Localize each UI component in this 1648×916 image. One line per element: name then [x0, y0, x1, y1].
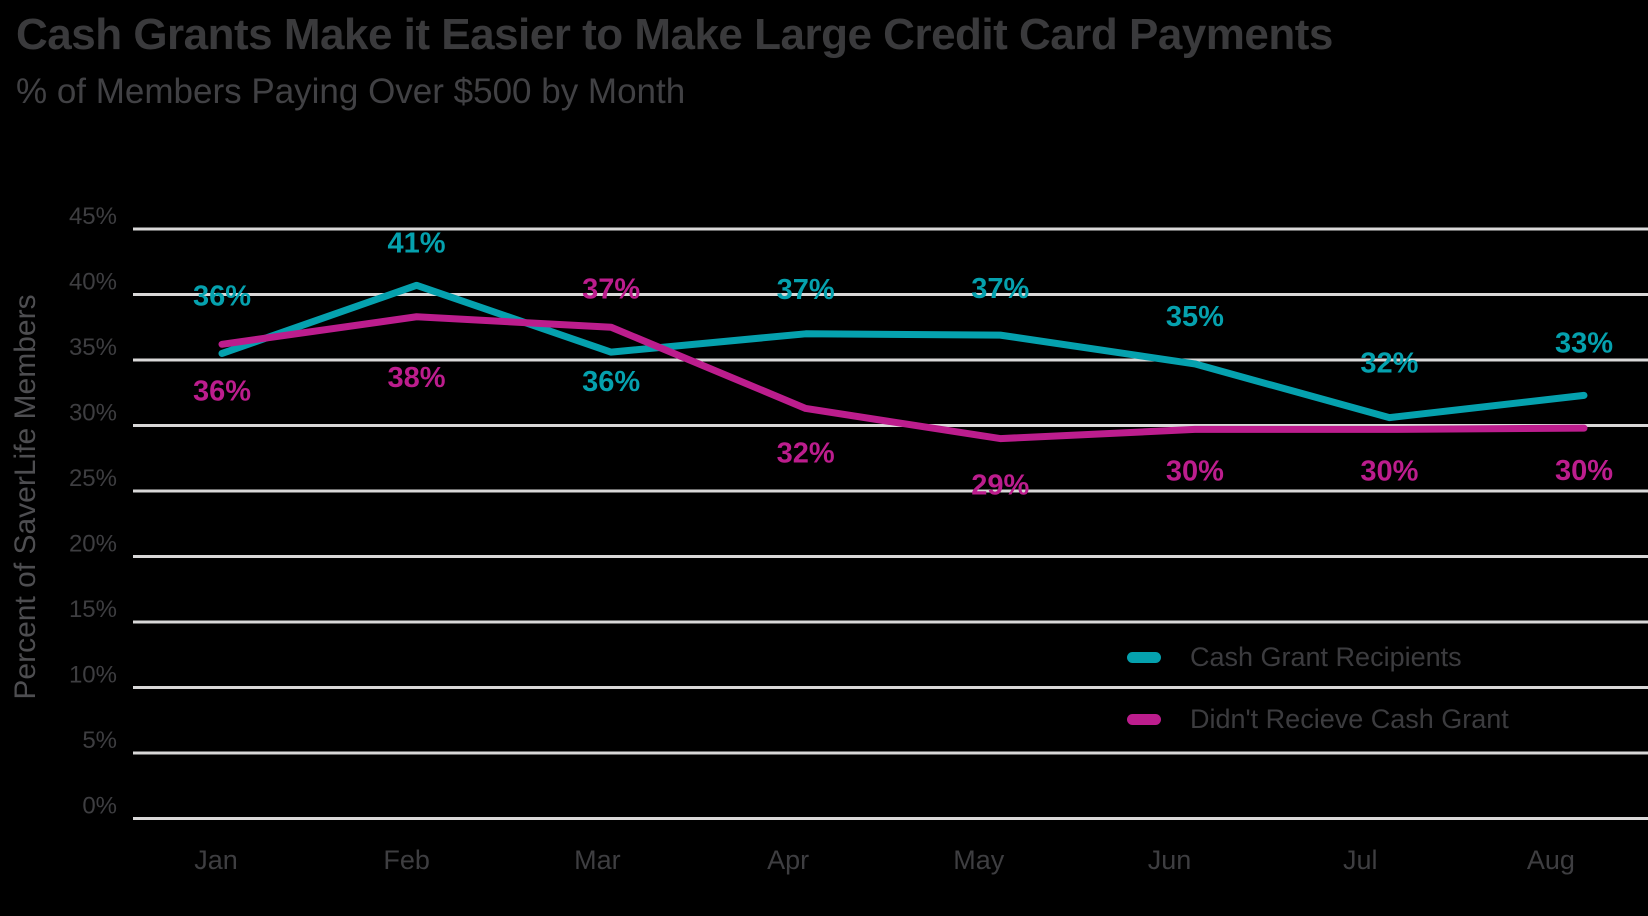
y-tick-label: 20% [69, 531, 117, 558]
data-label-didn-t-recieve-cash-grant: 30% [1555, 455, 1613, 487]
data-label-cash-grant-recipients: 35% [1166, 301, 1224, 333]
y-tick-label: 0% [82, 793, 117, 820]
data-label-cash-grant-recipients: 33% [1555, 327, 1613, 359]
legend-swatch-teal [1127, 651, 1161, 663]
data-label-cash-grant-recipients: 36% [582, 366, 640, 398]
series-line-cash-grant-recipients [218, 281, 1588, 422]
series-line-didn-t-recieve-cash-grant [218, 313, 1588, 443]
legend-item-cash-grant-recipients: Cash Grant Recipients [1127, 641, 1509, 673]
data-label-didn-t-recieve-cash-grant: 32% [777, 437, 835, 469]
y-tick-label: 45% [69, 203, 117, 230]
data-label-didn-t-recieve-cash-grant: 37% [582, 273, 640, 305]
legend-label-cash-grant-recipients: Cash Grant Recipients [1190, 641, 1462, 672]
data-label-cash-grant-recipients: 37% [971, 273, 1029, 305]
data-label-didn-t-recieve-cash-grant: 38% [388, 362, 446, 394]
data-label-cash-grant-recipients: 37% [777, 274, 835, 306]
y-tick-label: 35% [69, 334, 117, 361]
chart-title: Cash Grants Make it Easier to Make Large… [16, 10, 1333, 59]
x-tick-label: Feb [383, 845, 430, 875]
data-label-didn-t-recieve-cash-grant: 30% [1166, 455, 1224, 487]
x-tick-label: Jun [1148, 845, 1192, 875]
chart-subtitle: % of Members Paying Over $500 by Month [16, 72, 686, 111]
data-label-cash-grant-recipients: 41% [388, 227, 446, 259]
legend-swatch-pink [1127, 713, 1161, 725]
x-tick-label: Jul [1343, 845, 1378, 875]
y-tick-label: 25% [69, 465, 117, 492]
legend-item-didnt-recieve-cash-grant: Didn't Recieve Cash Grant [1127, 703, 1509, 735]
data-label-cash-grant-recipients: 36% [193, 280, 251, 312]
data-label-didn-t-recieve-cash-grant: 29% [971, 470, 1029, 502]
y-tick-label: 15% [69, 596, 117, 623]
x-tick-label: Jan [194, 845, 238, 875]
x-tick-label: May [953, 845, 1005, 875]
y-tick-label: 5% [82, 727, 117, 754]
data-label-cash-grant-recipients: 32% [1360, 348, 1418, 380]
y-tick-label: 30% [69, 400, 117, 427]
legend-label-didnt-recieve-cash-grant: Didn't Recieve Cash Grant [1190, 703, 1509, 734]
y-tick-label: 10% [69, 662, 117, 689]
y-tick-label: 40% [69, 269, 117, 296]
x-tick-label: Aug [1527, 845, 1575, 875]
data-label-didn-t-recieve-cash-grant: 30% [1360, 455, 1418, 487]
x-tick-label: Mar [574, 845, 621, 875]
legend: Cash Grant Recipients Didn't Recieve Cas… [1127, 641, 1509, 765]
x-tick-label: Apr [767, 845, 809, 875]
data-label-didn-t-recieve-cash-grant: 36% [193, 375, 251, 407]
